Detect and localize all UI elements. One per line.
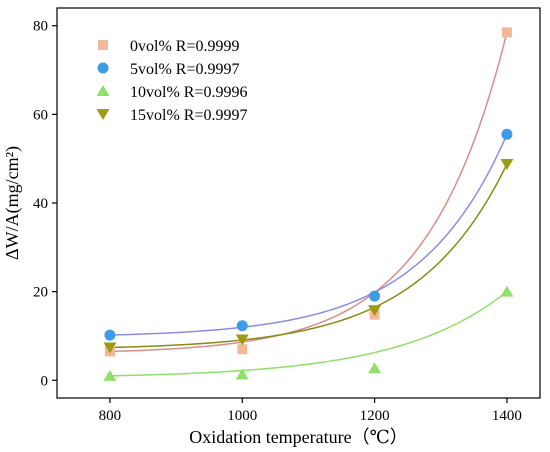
point-0vol% bbox=[501, 27, 512, 38]
legend-marker-15vol% bbox=[96, 109, 110, 120]
point-5vol% bbox=[501, 128, 513, 140]
x-axis-title: Oxidation temperature（℃） bbox=[189, 427, 408, 447]
legend-marker-0vol% bbox=[98, 40, 108, 50]
point-15vol% bbox=[368, 305, 382, 317]
fit-curve-15vol% bbox=[109, 163, 508, 349]
y-tick-label: 60 bbox=[33, 107, 48, 123]
y-axis-ticks: 0 20 40 60 80 bbox=[33, 19, 57, 389]
legend-label: 5vol% R=0.9997 bbox=[130, 61, 239, 78]
y-tick-label: 0 bbox=[41, 373, 49, 389]
x-axis-ticks: 800 1000 1200 1400 bbox=[99, 398, 522, 424]
legend-marker-10vol% bbox=[96, 85, 110, 96]
fit-curve-5vol% bbox=[109, 134, 508, 336]
y-tick-label: 40 bbox=[33, 196, 48, 212]
legend-label: 10vol% R=0.9996 bbox=[130, 84, 247, 101]
x-tick-label: 1400 bbox=[492, 408, 522, 424]
x-tick-label: 800 bbox=[99, 408, 122, 424]
fit-curve-0vol% bbox=[109, 32, 508, 353]
legend-label: 15vol% R=0.9997 bbox=[130, 107, 247, 124]
fit-curves bbox=[109, 32, 508, 377]
point-10vol% bbox=[235, 368, 249, 380]
y-axis-title: ΔW/A(mg/cm²) bbox=[2, 146, 23, 260]
data-points bbox=[103, 27, 514, 381]
x-tick-label: 1200 bbox=[360, 408, 390, 424]
point-5vol% bbox=[369, 290, 381, 302]
y-tick-label: 80 bbox=[33, 19, 48, 35]
point-15vol% bbox=[103, 342, 117, 354]
x-tick-label: 1000 bbox=[227, 408, 257, 424]
fit-curve-10vol% bbox=[109, 291, 508, 377]
point-10vol% bbox=[500, 285, 514, 297]
y-tick-label: 20 bbox=[33, 285, 48, 301]
point-10vol% bbox=[368, 362, 382, 374]
point-10vol% bbox=[103, 369, 117, 381]
legend: 0vol% R=0.9999 5vol% R=0.9997 10vol% R=0.9… bbox=[96, 38, 247, 124]
legend-marker-5vol% bbox=[97, 62, 109, 74]
point-5vol% bbox=[104, 329, 116, 341]
legend-label: 0vol% R=0.9999 bbox=[130, 38, 239, 55]
point-0vol% bbox=[237, 344, 248, 355]
point-15vol% bbox=[235, 334, 249, 346]
point-5vol% bbox=[236, 320, 248, 332]
point-15vol% bbox=[500, 159, 514, 170]
